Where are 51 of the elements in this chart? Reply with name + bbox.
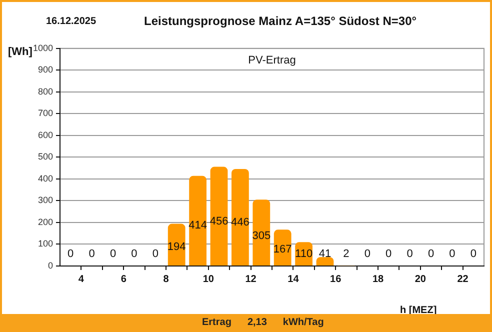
data-label: 41 — [318, 248, 332, 260]
data-label: 2 — [343, 248, 350, 260]
annotation: PV-Ertrag — [248, 54, 296, 66]
bar — [189, 176, 206, 266]
x-tick-label: 14 — [288, 274, 300, 285]
y-tick-label: 700 — [38, 108, 53, 118]
y-tick-label: 600 — [38, 130, 53, 140]
x-tick-label: 4 — [78, 274, 84, 285]
text: 2,13 — [247, 316, 267, 328]
data-label: 194 — [167, 241, 186, 254]
y-tick-label: 300 — [38, 195, 53, 206]
data-label: 0 — [110, 248, 116, 260]
text: Ertrag — [202, 316, 232, 328]
x-tick-label: 18 — [372, 274, 384, 285]
y-tick-label: 100 — [38, 238, 53, 249]
y-tick-label: 800 — [38, 86, 53, 96]
data-label: 0 — [428, 248, 434, 260]
text: kWh/Tag — [282, 316, 324, 328]
bar — [274, 230, 292, 266]
data-label: 0 — [131, 248, 138, 260]
y-tick-label: 200 — [38, 216, 53, 227]
data-label: 0 — [470, 248, 476, 260]
y-tick-label: 1000 — [32, 42, 53, 53]
y-tick-label: 900 — [38, 64, 53, 75]
bar — [168, 224, 186, 266]
chart-title: Leistungsprognose Mainz A=135° Südost N=30° — [144, 14, 417, 28]
data-label: 0 — [449, 248, 456, 260]
data-label: 110 — [295, 248, 313, 260]
data-label: 0 — [152, 248, 158, 260]
x-tick-label: 6 — [120, 274, 127, 285]
x-tick-label: 22 — [457, 274, 469, 285]
data-label: 167 — [273, 244, 292, 256]
data-label: 456 — [210, 215, 228, 228]
data-label: 0 — [68, 248, 74, 260]
data-label: 0 — [88, 248, 95, 260]
bar — [232, 168, 249, 266]
bar — [316, 257, 334, 266]
data-label: 0 — [364, 248, 370, 260]
bar — [210, 166, 228, 266]
y-tick-label: 500 — [38, 152, 53, 162]
x-tick-label: 10 — [202, 274, 214, 285]
x-tick-label: 20 — [414, 274, 426, 285]
data-label: 0 — [386, 248, 392, 260]
y-tick-label: 400 — [38, 173, 53, 184]
text: 16.12.2025 — [46, 16, 96, 27]
x-tick-label: 16 — [330, 274, 342, 285]
y-tick-label: 0 — [48, 260, 53, 270]
data-label: 0 — [406, 248, 413, 260]
y-axis-title: [Wh] — [8, 46, 32, 58]
x-tick-label: 8 — [163, 274, 170, 285]
x-tick-label: 12 — [245, 274, 257, 285]
